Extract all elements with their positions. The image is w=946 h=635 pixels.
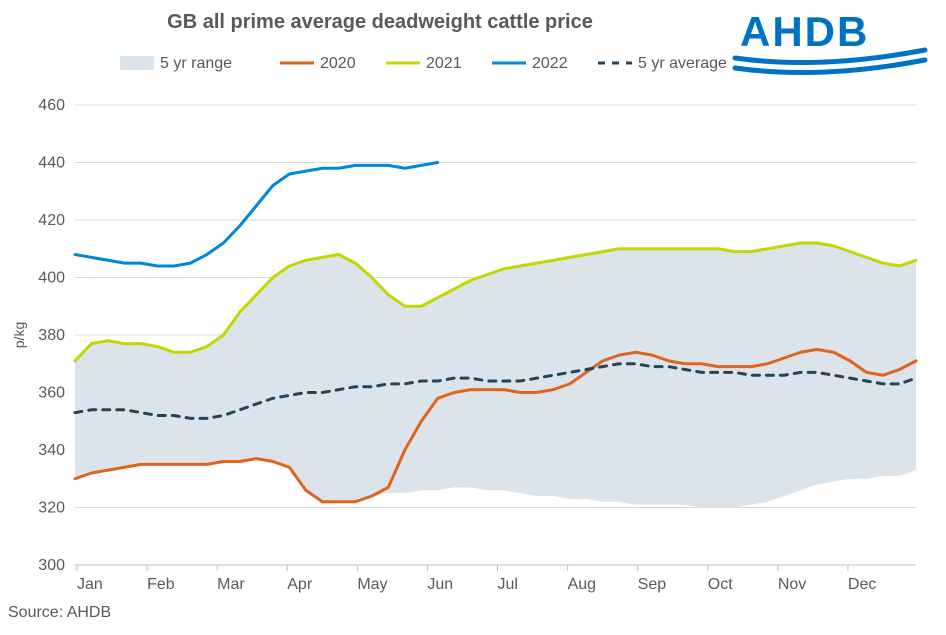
- y-tick-label: 300: [38, 557, 65, 574]
- x-tick-label: Jan: [77, 576, 103, 593]
- y-tick-label: 380: [38, 327, 65, 344]
- legend-label: 5 yr range: [160, 55, 232, 72]
- x-tick-label: Feb: [147, 576, 175, 593]
- x-tick-label: Jun: [427, 576, 453, 593]
- x-tick-label: Aug: [568, 576, 596, 593]
- x-tick-label: Oct: [708, 576, 733, 593]
- source-label: Source: AHDB: [8, 604, 111, 621]
- y-tick-label: 460: [38, 97, 65, 114]
- chart-title: GB all prime average deadweight cattle p…: [167, 11, 593, 33]
- x-tick-label: Nov: [778, 576, 806, 593]
- legend-label: 2021: [426, 55, 462, 72]
- range-area: [75, 243, 916, 508]
- y-tick-label: 420: [38, 212, 65, 229]
- x-tick-label: Mar: [217, 576, 245, 593]
- y-tick-label: 400: [38, 270, 65, 287]
- x-tick-label: May: [357, 576, 387, 593]
- legend-label: 2020: [320, 55, 356, 72]
- brand-text: AHDB: [740, 8, 869, 55]
- legend-swatch: [120, 56, 154, 70]
- x-tick-label: Dec: [848, 576, 876, 593]
- series-s2022: [75, 163, 438, 267]
- y-axis-label: p/kg: [11, 322, 27, 348]
- legend-label: 5 yr average: [638, 55, 727, 72]
- y-tick-label: 340: [38, 442, 65, 459]
- brand-logo: AHDB: [735, 8, 925, 73]
- y-tick-label: 440: [38, 155, 65, 172]
- chart-svg: 300 320 340 360 380 400 420 440 460 Jan Feb Mar Apr M…: [0, 0, 946, 635]
- legend-label: 2022: [532, 55, 568, 72]
- y-tick-label: 320: [38, 500, 65, 517]
- x-tick-label: Sep: [638, 576, 667, 593]
- x-tick-label: Apr: [287, 576, 313, 593]
- y-tick-label: 360: [38, 385, 65, 402]
- x-tick-label: Jul: [498, 576, 518, 593]
